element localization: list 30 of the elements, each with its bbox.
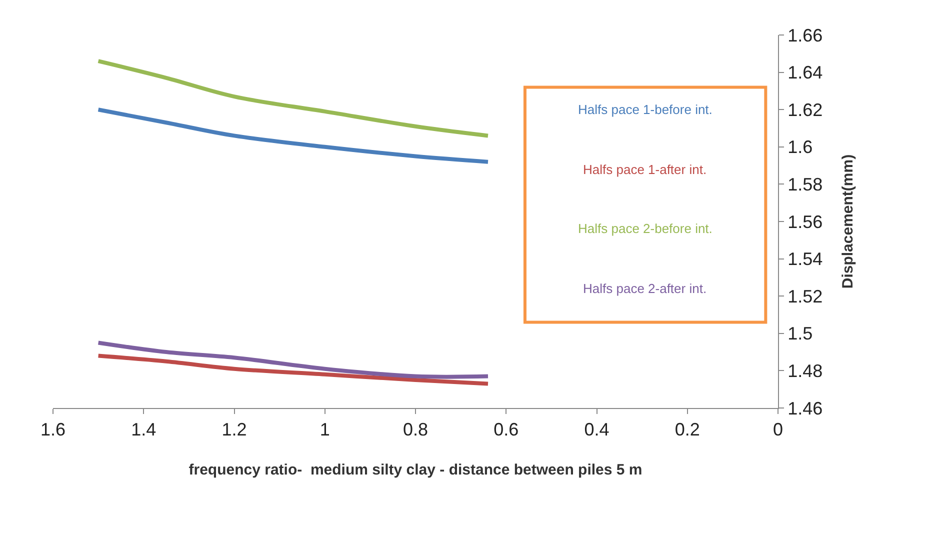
x-tick-label: 0 bbox=[772, 420, 784, 440]
y-tick-label: 1.52 bbox=[788, 286, 823, 306]
line-series bbox=[96, 108, 490, 164]
y-tick-label: 1.62 bbox=[788, 100, 823, 120]
x-tick-label: 1.4 bbox=[131, 420, 156, 440]
x-tick-label: 1 bbox=[320, 420, 330, 440]
line-series bbox=[96, 59, 490, 138]
y-tick-label: 1.64 bbox=[788, 62, 823, 83]
line-series bbox=[96, 340, 490, 379]
x-tick-label: 0.6 bbox=[494, 420, 519, 440]
x-tick-label: 1.2 bbox=[222, 420, 247, 440]
x-tick-label: 0.8 bbox=[402, 420, 428, 440]
x-tick-label: 1.6 bbox=[40, 420, 66, 440]
y-tick-label: 1.5 bbox=[788, 324, 813, 344]
y-tick-label: 1.56 bbox=[788, 212, 823, 232]
line-series bbox=[96, 354, 490, 386]
y-tick-label: 1.66 bbox=[788, 25, 823, 46]
y-tick-label: 1.48 bbox=[788, 361, 823, 381]
x-tick-label: 0.2 bbox=[674, 420, 700, 440]
y-tick-label: 1.54 bbox=[788, 249, 823, 270]
x-axis-title: frequency ratio- medium silty clay - distance between piles 5 m bbox=[188, 462, 642, 479]
y-tick-label: 1.46 bbox=[788, 398, 823, 418]
text: Halfs pace 2-after int. bbox=[583, 281, 707, 296]
text: Halfs pace 1-after int. bbox=[583, 162, 707, 177]
y-tick-label: 1.6 bbox=[788, 137, 813, 158]
text: Halfs pace 2-before int. bbox=[578, 221, 712, 236]
y-axis-title: Displacement(mm) bbox=[840, 154, 857, 289]
y-tick-label: 1.58 bbox=[788, 174, 823, 194]
x-tick-label: 0.4 bbox=[584, 420, 610, 440]
text: Halfs pace 1-before int. bbox=[578, 102, 712, 117]
